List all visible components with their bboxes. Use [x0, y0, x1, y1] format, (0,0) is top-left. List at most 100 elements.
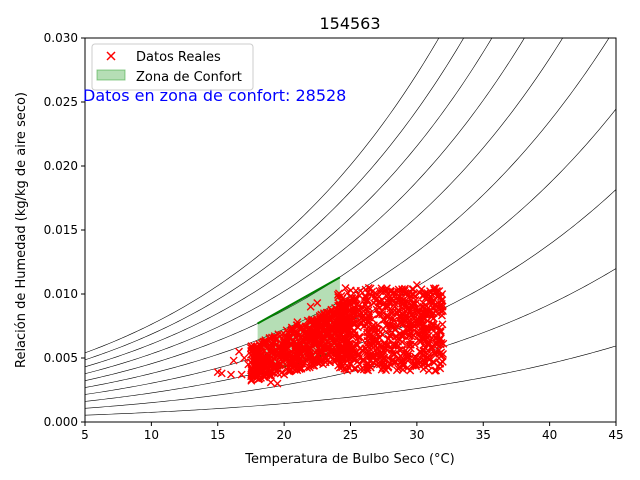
data-point: [317, 346, 326, 355]
data-point: [363, 328, 372, 337]
data-point: [419, 302, 428, 311]
data-point: [427, 342, 436, 351]
x-tick-label: 35: [476, 428, 491, 442]
legend-patch-icon: [96, 69, 126, 81]
data-point: [362, 292, 371, 301]
data-point: [337, 343, 346, 352]
data-point: [286, 349, 295, 358]
data-point: [436, 304, 445, 313]
data-point: [293, 345, 302, 354]
data-point: [279, 351, 288, 360]
data-point: [317, 355, 326, 364]
data-point: [338, 363, 347, 372]
data-point: [419, 358, 428, 367]
data-point: [328, 335, 337, 344]
y-tick-label: 0.025: [44, 95, 78, 109]
data-point: [397, 331, 406, 340]
data-point: [403, 340, 412, 349]
data-point: [388, 345, 397, 354]
y-tick-label: 0.005: [44, 351, 78, 365]
data-point: [371, 338, 380, 347]
data-point: [438, 320, 447, 329]
data-point: [353, 341, 362, 350]
data-point: [248, 371, 257, 380]
data-point: [438, 290, 447, 299]
rh-curve: [85, 38, 465, 361]
data-point: [319, 360, 328, 369]
x-tick-label: 30: [409, 428, 424, 442]
x-tick-label: 45: [608, 428, 623, 442]
y-tick-label: 0.015: [44, 223, 78, 237]
data-point: [375, 303, 384, 312]
data-point: [427, 313, 436, 322]
data-point: [333, 354, 342, 362]
legend-label-zona-confort: Zona de Confort: [136, 70, 242, 85]
data-point: [433, 309, 442, 318]
y-axis-ticks: 0.000 0.005 0.010 0.015 0.020 0.025 0.030: [44, 31, 85, 429]
data-point: [404, 349, 413, 358]
data-point: [267, 340, 276, 349]
data-point: [336, 329, 345, 338]
data-point: [371, 296, 380, 305]
data-point: [421, 359, 430, 368]
data-point: [252, 364, 261, 373]
data-point: [437, 348, 446, 357]
data-point: [335, 299, 344, 308]
data-point: [292, 333, 301, 342]
data-point: [417, 312, 426, 321]
data-point: [321, 325, 330, 334]
data-point: [408, 319, 417, 328]
data-point: [405, 340, 414, 349]
data-point: [380, 315, 389, 324]
x-tick-label: 10: [144, 428, 159, 442]
data-point: [434, 362, 443, 371]
data-point: [379, 361, 388, 370]
data-point: [414, 356, 423, 365]
data-point: [335, 363, 344, 372]
data-point: [295, 323, 304, 332]
y-tick-label: 0.000: [44, 415, 78, 429]
data-point: [419, 319, 428, 328]
data-point: [326, 343, 335, 352]
data-point: [313, 298, 322, 307]
x-tick-label: 20: [276, 428, 291, 442]
data-point: [394, 337, 403, 346]
data-point: [391, 357, 400, 366]
data-point: [281, 351, 290, 360]
data-point: [304, 344, 313, 353]
data-point: [296, 325, 305, 334]
data-point: [296, 363, 305, 372]
data-point: [273, 379, 282, 388]
data-point: [343, 322, 352, 331]
data-point: [432, 340, 441, 349]
data-point: [421, 294, 430, 303]
data-point: [389, 339, 398, 348]
data-point: [309, 321, 318, 330]
x-axis-label: Temperatura de Bulbo Seco (°C): [244, 452, 454, 467]
data-point: [374, 325, 383, 334]
data-point: [341, 284, 350, 293]
y-axis-label: Relación de Humedad (kg/kg de aire seco): [14, 92, 29, 368]
legend-label-datos-reales: Datos Reales: [136, 50, 221, 65]
data-point: [287, 325, 296, 334]
data-point: [265, 354, 274, 363]
data-point: [248, 346, 257, 355]
y-tick-label: 0.030: [44, 31, 78, 45]
data-point: [432, 334, 441, 343]
rh-curve: [85, 268, 616, 409]
data-point: [393, 306, 402, 315]
data-point: [349, 320, 358, 329]
data-point: [273, 369, 282, 378]
data-point: [325, 358, 334, 367]
data-point: [248, 369, 257, 378]
data-point: [260, 373, 269, 382]
data-point: [386, 287, 395, 296]
data-point: [403, 352, 412, 361]
data-point: [376, 352, 385, 361]
data-point: [344, 350, 353, 359]
x-tick-label: 5: [81, 428, 89, 442]
data-point: [399, 360, 408, 369]
data-point: [290, 325, 299, 334]
data-point: [365, 362, 374, 371]
